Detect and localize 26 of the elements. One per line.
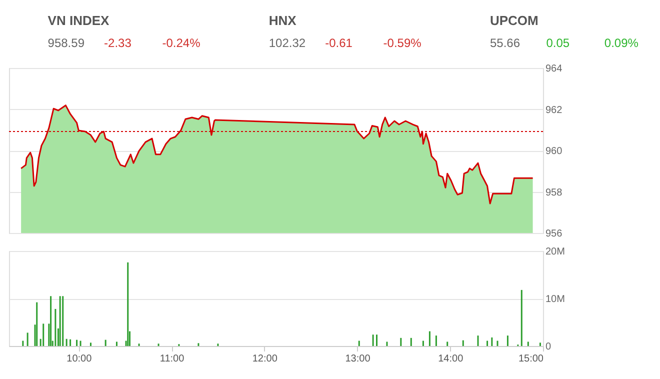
text: 0.05 xyxy=(546,36,570,50)
x-tick-label: 12:00 xyxy=(252,354,278,364)
text: UPCOM xyxy=(490,13,538,28)
text: 55.66 xyxy=(490,36,520,50)
text: HNX xyxy=(268,13,297,28)
y-tick-label: 10M xyxy=(546,294,565,305)
x-tick-label: 13:00 xyxy=(345,354,371,364)
text: -0.24% xyxy=(162,36,201,50)
x-tick-label: 14:00 xyxy=(438,354,464,364)
text: VN INDEX xyxy=(48,13,110,28)
text: 958.59 xyxy=(48,36,85,50)
text: -2.33 xyxy=(104,36,132,50)
text: -0.59% xyxy=(383,36,422,50)
y-tick-label: 958 xyxy=(546,187,563,198)
x-tick-label: 15:00 xyxy=(518,354,544,364)
y-tick-label: 964 xyxy=(546,64,563,74)
y-tick-label: 20M xyxy=(546,246,565,258)
y-tick-label: 962 xyxy=(546,104,563,116)
text: -0.61 xyxy=(325,36,353,50)
x-tick-label: 11:00 xyxy=(160,354,185,364)
x-tick-label: 10:00 xyxy=(66,354,92,364)
y-tick-label: 0 xyxy=(546,342,552,352)
text: 0.09% xyxy=(604,36,639,50)
text: 102.32 xyxy=(268,36,306,50)
y-tick-label: 956 xyxy=(546,228,563,240)
y-tick-label: 960 xyxy=(546,146,563,157)
